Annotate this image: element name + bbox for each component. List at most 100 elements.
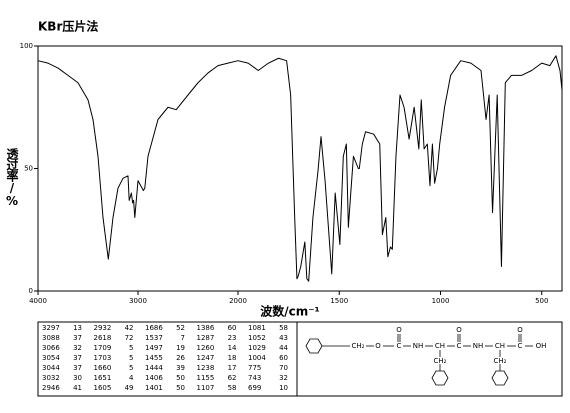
peak-transmittance: 4 (129, 374, 134, 382)
peak-wavenumber: 1401 (145, 384, 163, 392)
peak-wavenumber: 1686 (145, 324, 163, 332)
peak-transmittance: 50 (176, 384, 185, 392)
peak-transmittance: 5 (129, 354, 133, 362)
atom-label: O (396, 326, 402, 334)
atom-label: C (457, 342, 462, 350)
atom-label: CH (435, 342, 445, 350)
peak-transmittance: 58 (228, 384, 237, 392)
peak-wavenumber: 2946 (42, 384, 60, 392)
peak-wavenumber: 1081 (248, 324, 266, 332)
peak-transmittance: 32 (73, 344, 82, 352)
peak-wavenumber: 1052 (248, 334, 266, 342)
peak-wavenumber: 1703 (94, 354, 112, 362)
peak-wavenumber: 3066 (42, 344, 60, 352)
atom-label: C (518, 342, 523, 350)
peak-transmittance: 49 (125, 384, 134, 392)
peak-wavenumber: 775 (248, 364, 261, 372)
peak-transmittance: 41 (73, 384, 82, 392)
peak-wavenumber: 1406 (145, 374, 163, 382)
peak-wavenumber: 3088 (42, 334, 60, 342)
x-tick-label: 500 (535, 297, 548, 305)
peak-transmittance: 13 (73, 324, 82, 332)
spectrum-line (37, 55, 563, 282)
x-tick-label: 3000 (129, 297, 147, 305)
peak-wavenumber: 743 (248, 374, 261, 382)
peak-transmittance: 62 (228, 374, 237, 382)
peak-transmittance: 60 (228, 324, 237, 332)
peak-transmittance: 58 (279, 324, 288, 332)
atom-label: NH (473, 342, 484, 350)
structure-drawing (305, 334, 533, 386)
peak-transmittance: 17 (228, 364, 237, 372)
peak-transmittance: 37 (73, 334, 82, 342)
peak-transmittance: 5 (129, 344, 133, 352)
atom-label: CH (495, 342, 505, 350)
peak-wavenumber: 1497 (145, 344, 163, 352)
peak-transmittance: 30 (73, 374, 82, 382)
peak-transmittance: 50 (176, 374, 185, 382)
peak-wavenumber: 3032 (42, 374, 60, 382)
peak-transmittance: 37 (73, 364, 82, 372)
atom-label: OH (536, 342, 547, 350)
peak-wavenumber: 1247 (197, 354, 215, 362)
x-axis-label: 波数/cm⁻¹ (260, 304, 320, 319)
peak-transmittance: 39 (176, 364, 185, 372)
y-tick-label: 0 (29, 287, 33, 295)
peak-wavenumber: 1455 (145, 354, 163, 362)
structure-frame (296, 321, 563, 397)
peak-wavenumber: 3054 (42, 354, 60, 362)
peak-wavenumber: 1029 (248, 344, 266, 352)
peak-transmittance: 14 (228, 344, 237, 352)
peak-transmittance: 23 (228, 334, 237, 342)
peak-transmittance: 10 (279, 384, 288, 392)
peak-wavenumber: 1660 (94, 364, 112, 372)
peak-wavenumber: 1444 (145, 364, 163, 372)
peak-transmittance: 43 (279, 334, 288, 342)
atom-label: O (517, 326, 523, 334)
peak-transmittance: 72 (125, 334, 134, 342)
peak-wavenumber: 1155 (197, 374, 215, 382)
peak-transmittance: 32 (279, 374, 288, 382)
benzene-ring (431, 370, 449, 386)
benzene-ring (491, 370, 509, 386)
peak-wavenumber: 1260 (197, 344, 215, 352)
atom-label: CH₂ (352, 342, 365, 350)
peak-transmittance: 37 (73, 354, 82, 362)
atom-label: O (456, 326, 462, 334)
peak-wavenumber: 1605 (94, 384, 112, 392)
peak-wavenumber: 1386 (197, 324, 215, 332)
atom-label: CH₂ (434, 357, 447, 365)
peak-wavenumber: 2618 (94, 334, 112, 342)
peak-wavenumber: 699 (248, 384, 261, 392)
y-tick-label: 50 (24, 165, 33, 173)
y-axis-label: 透过率/% (5, 148, 19, 207)
atom-label: NH (413, 342, 424, 350)
atom-label: C (397, 342, 402, 350)
peak-transmittance: 5 (129, 364, 133, 372)
x-tick-label: 4000 (29, 297, 47, 305)
peak-wavenumber: 1238 (197, 364, 215, 372)
peak-wavenumber: 1709 (94, 344, 112, 352)
peak-wavenumber: 3044 (42, 364, 60, 372)
peak-wavenumber: 1537 (145, 334, 163, 342)
peak-wavenumber: 2932 (94, 324, 112, 332)
atom-label: CH₂ (494, 357, 507, 365)
benzene-ring (305, 338, 323, 354)
peak-transmittance: 44 (279, 344, 288, 352)
peak-transmittance: 18 (228, 354, 237, 362)
peak-transmittance: 70 (279, 364, 288, 372)
peak-transmittance: 19 (176, 344, 185, 352)
peak-transmittance: 26 (176, 354, 185, 362)
chart-title: KBr压片法 (38, 19, 98, 34)
peak-wavenumber: 1004 (248, 354, 266, 362)
peak-transmittance: 42 (125, 324, 134, 332)
peak-transmittance: 60 (279, 354, 288, 362)
atom-label: O (375, 342, 381, 350)
y-tick-label: 100 (20, 42, 33, 50)
x-tick-label: 1500 (330, 297, 348, 305)
plot-frame (37, 45, 563, 292)
peak-wavenumber: 1107 (197, 384, 215, 392)
peak-wavenumber: 1287 (197, 334, 215, 342)
